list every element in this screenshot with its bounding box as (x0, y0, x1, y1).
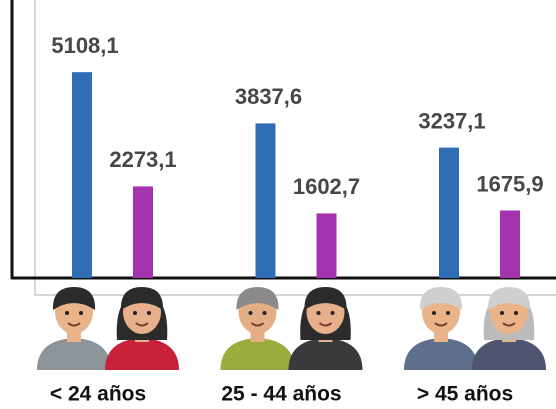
value-label: 1675,9 (476, 171, 543, 196)
bar (133, 186, 153, 278)
person-mouth (67, 322, 81, 327)
person-mouth (434, 322, 448, 327)
person-hair (419, 287, 463, 310)
person-hair (52, 287, 96, 310)
person-eye (79, 311, 83, 315)
person-mouth (250, 322, 265, 327)
value-label: 5108,1 (51, 33, 118, 58)
value-label: 2273,1 (109, 147, 176, 172)
person-eye (514, 311, 518, 315)
x-tick-label: < 24 años (50, 383, 146, 406)
x-tick-label: > 45 años (417, 383, 513, 406)
person-hair (120, 287, 164, 310)
bar (500, 210, 520, 278)
person-eye (316, 311, 321, 315)
person-eye (432, 311, 436, 315)
person-eye (330, 311, 335, 315)
person-hair (304, 287, 347, 310)
frame (34, 0, 556, 296)
person-eye (248, 311, 253, 315)
bar (316, 213, 337, 278)
bar (255, 123, 276, 278)
person-eye (65, 311, 69, 315)
person-body (37, 338, 111, 370)
x-tick-label: 25 - 44 años (221, 383, 341, 406)
person-body (288, 338, 363, 370)
person-hair (487, 287, 531, 310)
person-eye (147, 311, 151, 315)
person-eye (500, 311, 504, 315)
person-eye (133, 311, 137, 315)
value-label: 3837,6 (235, 84, 302, 109)
person-mouth (502, 322, 516, 327)
person-eye (262, 311, 267, 315)
person-body (220, 338, 295, 370)
value-label: 3237,1 (418, 108, 485, 133)
person-mouth (135, 322, 149, 327)
bar (439, 147, 459, 278)
person-mouth (318, 322, 333, 327)
person-eye (446, 311, 450, 315)
person-hair (236, 287, 279, 310)
value-label: 1602,7 (293, 174, 360, 199)
bar (72, 72, 92, 278)
person-body (105, 338, 179, 370)
people-icons (37, 287, 546, 370)
person-body (404, 338, 478, 370)
person-body (472, 338, 546, 370)
